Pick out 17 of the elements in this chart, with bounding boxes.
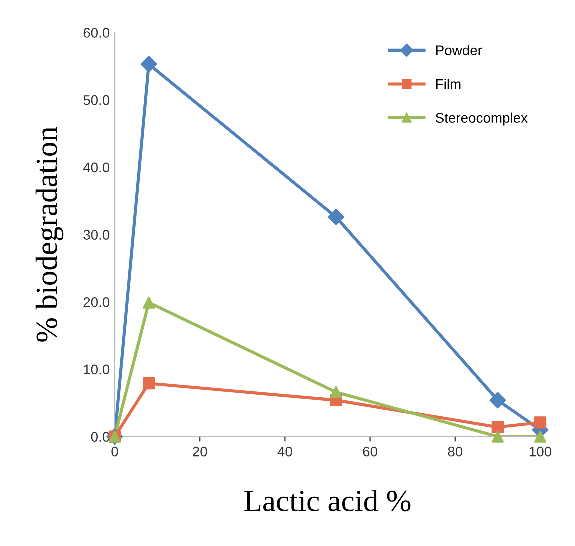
- x-tick-label: 0: [112, 446, 118, 457]
- x-tick-label: 40: [278, 446, 292, 457]
- x-tick-label: 60: [363, 446, 378, 457]
- y-tick-label: 40.0: [83, 162, 110, 173]
- y-tick-label: 20.0: [84, 297, 110, 308]
- x-tick-label: 20: [193, 446, 208, 457]
- x-tick-label: 100: [530, 446, 552, 457]
- legend-label: Powder: [436, 45, 482, 56]
- y-tick-label: 50.0: [84, 95, 110, 106]
- x-axis-title: Lactic acid %: [244, 490, 411, 512]
- y-tick-label: 30.0: [84, 230, 110, 240]
- y-tick-label: 10.0: [84, 364, 110, 375]
- x-tick-label: 80: [448, 446, 463, 457]
- y-axis-title: % biodegradation: [36, 127, 64, 342]
- legend-label: Film: [436, 79, 461, 90]
- y-tick-label: 60.0: [84, 28, 110, 38]
- legend-label: Stereocomplex: [436, 112, 528, 126]
